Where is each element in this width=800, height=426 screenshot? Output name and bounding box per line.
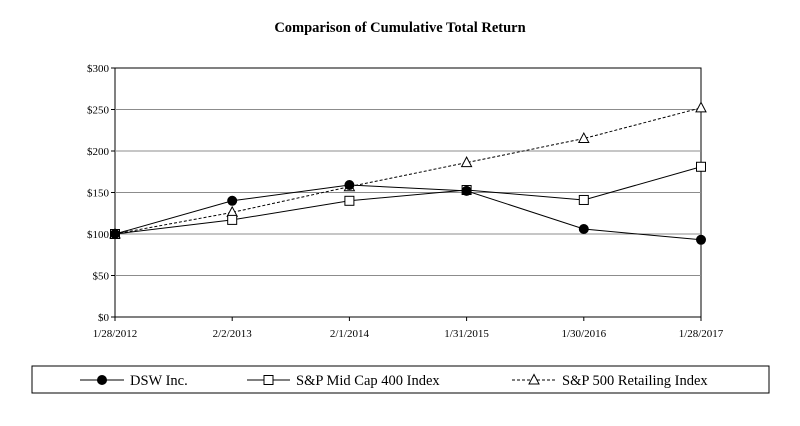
x-axis-ticks: 1/28/2012 2/2/2013 2/1/2014 1/31/2015 1/30/2… [93, 317, 724, 340]
gridlines [115, 109, 701, 276]
x-tick-label: 1/28/2017 [679, 328, 724, 340]
y-tick-label: $250 [87, 105, 110, 117]
x-tick-label: 1/30/2016 [561, 328, 606, 340]
x-tick-label: 1/31/2015 [444, 328, 489, 340]
data-point [460, 156, 473, 168]
y-axis-ticks: $0 $50 $100 $150 $200 $250 $300 [87, 63, 115, 324]
data-point [578, 194, 589, 205]
data-point [227, 195, 238, 206]
data-point [461, 185, 472, 196]
data-point [695, 101, 707, 113]
data-point [344, 195, 355, 206]
y-tick-label: $300 [87, 63, 110, 75]
legend-marker [528, 373, 540, 385]
legend-marker [263, 375, 274, 385]
legend-box [31, 365, 770, 394]
legend-label: S&P 500 Retailing Index [562, 373, 708, 389]
y-tick-label: $100 [87, 229, 110, 241]
x-tick-label: 2/2/2013 [213, 328, 253, 340]
legend: DSW Inc. S&P Mid Cap 400 Index S&P 500 Ret… [80, 373, 708, 389]
series-line-1 [114, 184, 702, 241]
data-point [696, 234, 706, 245]
series-lines [114, 107, 702, 241]
data-point [578, 224, 589, 235]
legend-label: S&P Mid Cap 400 Index [296, 373, 440, 389]
legend-marker [97, 375, 107, 385]
chart-title: Comparison of Cumulative Total Return [274, 20, 526, 36]
y-tick-label: $50 [93, 271, 110, 283]
x-tick-label: 1/28/2012 [93, 328, 138, 340]
data-point [344, 180, 355, 191]
data-point [227, 214, 238, 225]
data-point [577, 131, 590, 144]
series-line-2 [114, 166, 702, 235]
data-point [110, 229, 120, 239]
y-tick-label: $150 [87, 188, 110, 200]
x-tick-label: 2/1/2014 [330, 328, 370, 340]
series-markers [109, 101, 707, 245]
y-tick-label: $200 [87, 146, 110, 158]
y-tick-label: $0 [98, 312, 110, 324]
legend-label: DSW Inc. [130, 373, 188, 389]
data-point [696, 161, 706, 172]
series-line-3 [114, 107, 702, 235]
